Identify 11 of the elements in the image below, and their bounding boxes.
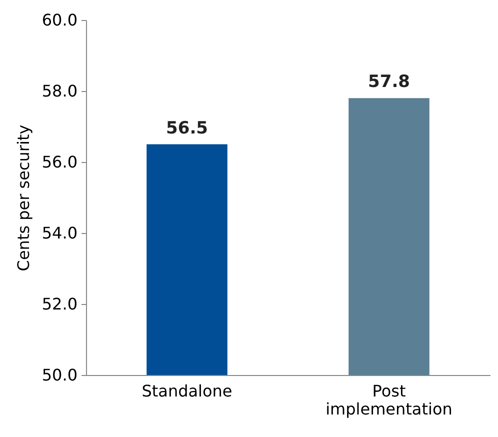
y-tick-label: 58.0 (42, 82, 78, 100)
x-tick-label: Post implementation (326, 382, 452, 418)
data-label: 56.5 (166, 118, 208, 138)
y-tick-label: 52.0 (42, 294, 78, 314)
y-tick-label: 50.0 (42, 366, 78, 384)
y-tick-label: 56.0 (42, 152, 78, 172)
x-tick-label: Standalone (142, 382, 232, 400)
y-axis-title: Cents per security (14, 124, 33, 272)
y-tick-label: 60.0 (42, 10, 78, 30)
data-label: 57.8 (368, 72, 410, 92)
y-tick-label: 54.0 (42, 224, 78, 242)
